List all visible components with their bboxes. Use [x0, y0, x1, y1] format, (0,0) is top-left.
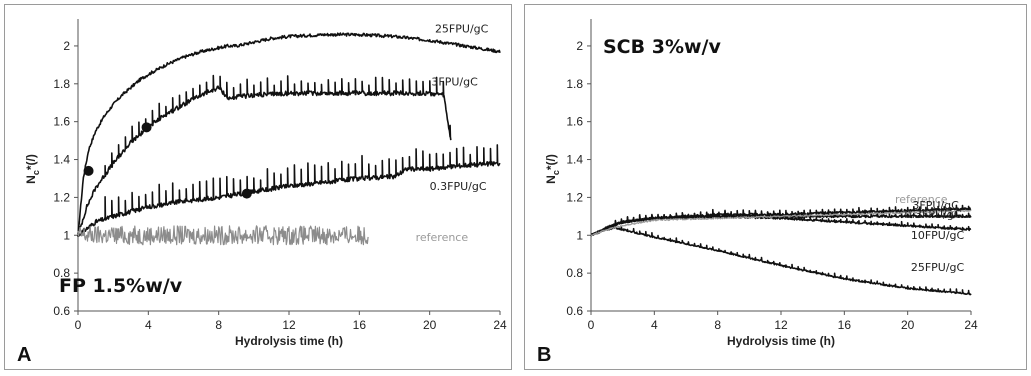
chart-a-x-axis-title: Hydrolysis time (h): [235, 334, 343, 348]
chart-a-y-tick-label: 1.6: [53, 115, 70, 129]
chart-a-y-tick-label: 0.8: [53, 266, 70, 280]
chart-a: 0.60.811.21.41.61.820 4 8 12 16 20 24Hydrolysi…: [17, 19, 507, 366]
chart-b-x-tick-label: 4: [651, 318, 658, 332]
chart-b-series-label: reference: [895, 193, 948, 206]
chart-b-series-label: 3FPU/gC: [912, 199, 959, 212]
chart-b-x-tick-label: 16: [838, 318, 852, 332]
chart-a-series-0-3fpu-gc: [77, 144, 501, 237]
chart-b-x-axis-title: Hydrolysis time (h): [727, 334, 835, 348]
chart-b-y-tick-label: 1.6: [566, 115, 583, 129]
chart-b-series-25fpu-gc: [590, 224, 972, 296]
chart-b-x-tick-label: 8: [714, 318, 721, 332]
chart-a-title: FP 1.5%w/v: [59, 275, 183, 297]
chart-a-point-marker: [141, 122, 152, 133]
chart-a-series-reference: [77, 225, 369, 246]
chart-a-panel-letter: A: [17, 344, 31, 366]
chart-a-x-tick-label: 20: [423, 318, 437, 332]
chart-a-x-tick-label: 16: [353, 318, 367, 332]
chart-a-series-label: reference: [416, 231, 469, 244]
chart-b-x-tick-label: 24: [964, 318, 978, 332]
chart-b-series-10fpu-gc: [590, 212, 972, 237]
chart-b-y-axis-title: Nc*(/): [544, 154, 561, 184]
chart-a-series-label: 0.3FPU/gC: [430, 180, 487, 193]
chart-b-panel-letter: B: [537, 344, 551, 366]
chart-a-point-marker: [241, 188, 252, 199]
chart-a-series-25fpu-gc: [77, 32, 501, 235]
chart-a-point-marker: [83, 165, 94, 176]
chart-a-series-label: 3FPU/gC: [431, 76, 478, 89]
panel-b: 0.6 0.8 1 1.2 1.4 1.6 1.8 2 0 4 8 12 16 20 24 Hydrolysi…: [524, 4, 1027, 370]
chart-a-series-label: 25FPU/gC: [435, 23, 489, 36]
chart-b-series-reference: [590, 209, 972, 237]
chart-b-x-tick-label: 20: [901, 318, 915, 332]
chart-b-y-tick-label: 1.8: [566, 77, 583, 91]
chart-a-x-tick-label: 24: [493, 318, 507, 332]
chart-a-x-tick-label: 0: [75, 318, 82, 332]
chart-b-y-tick-label: 0.8: [566, 266, 583, 280]
chart-b-series-label: 25FPU/gC: [911, 261, 965, 274]
chart-b-series-label: 10FPU/gC: [911, 229, 965, 242]
chart-a-x-tick-label: 8: [215, 318, 222, 332]
chart-a-y-tick-label: 2: [63, 39, 70, 53]
chart-a-series-3fpu-gc: [77, 74, 452, 237]
chart-a-y-tick-label: 1.4: [53, 153, 70, 167]
chart-b-y-tick-label: 1.2: [566, 190, 583, 204]
chart-b-y-tick-label: 1: [576, 228, 583, 242]
chart-a-y-tick-label: 1: [63, 228, 70, 242]
chart-b-x-tick-label: 12: [774, 318, 788, 332]
chart-b-series-label: 0.3FPU/gC: [905, 208, 962, 221]
chart-a-y-tick-label: 0.6: [53, 304, 70, 318]
chart-b-title: SCB 3%w/v: [603, 36, 721, 58]
chart-b-y-tick-label: 1.4: [566, 153, 583, 167]
chart-a-x-tick-label: 4: [145, 318, 152, 332]
chart-a-y-tick-label: 1.8: [53, 77, 70, 91]
chart-b: 0.60.811.21.41.61.820 4 8 12 16 20 24Hydrolysi…: [537, 19, 978, 366]
chart-b-y-tick-label: 0.6: [566, 304, 583, 318]
chart-b-x-tick-label: 0: [588, 318, 595, 332]
panel-a: 0.6 0.8 1 1.2 1.4 1.6 1.8 2 0 4 8 12 16 20 24 Hydrolysi…: [4, 4, 512, 370]
chart-b-y-tick-label: 2: [576, 39, 583, 53]
chart-a-y-axis-title: Nc*(/): [24, 154, 41, 184]
chart-a-x-tick-label: 12: [282, 318, 296, 332]
chart-a-y-tick-label: 1.2: [53, 190, 70, 204]
